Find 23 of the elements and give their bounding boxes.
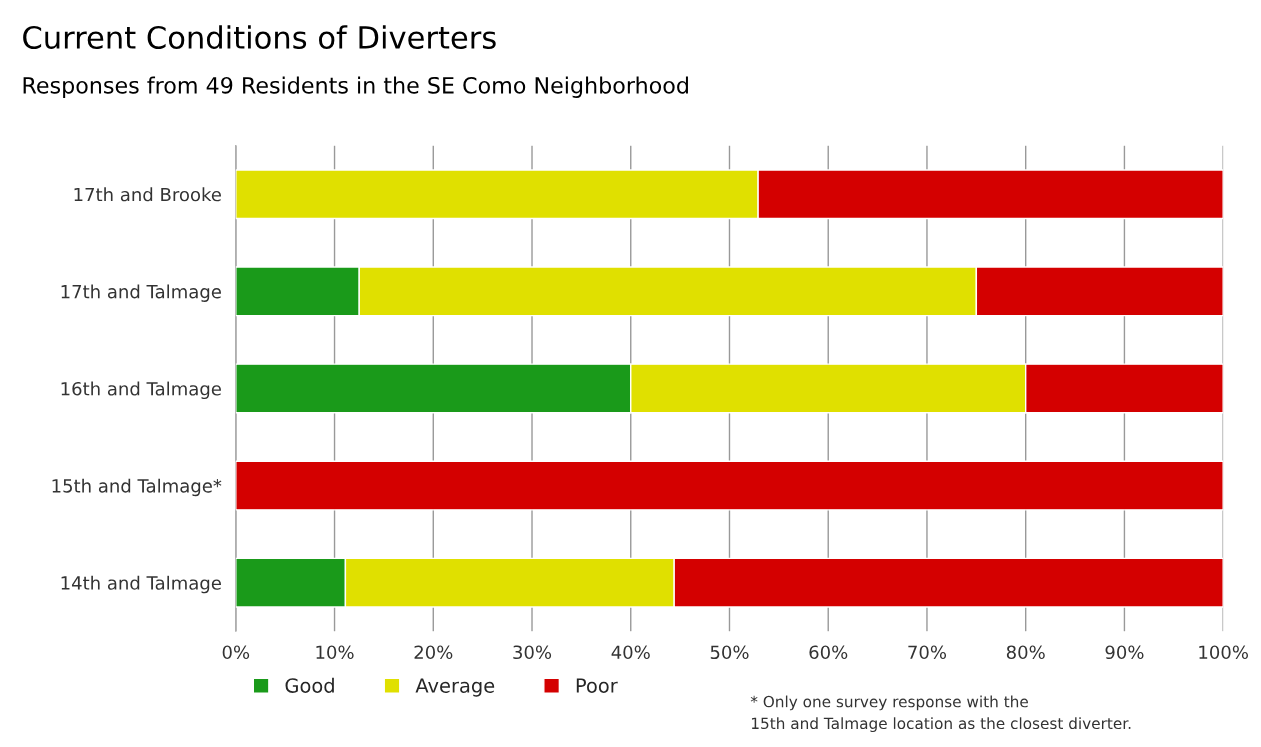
y-tick-label: 17th and Talmage xyxy=(61,284,221,302)
x-tick-label: 0% xyxy=(222,645,250,660)
legend-label: Average xyxy=(415,678,495,697)
x-tick-label: 30% xyxy=(513,645,552,660)
x-tick-label: 60% xyxy=(809,645,848,660)
x-tick-label: 40% xyxy=(611,645,650,660)
bar xyxy=(235,460,1224,511)
x-tick-label: 100% xyxy=(1199,645,1248,660)
y-tick-label: 14th and Talmage xyxy=(61,575,221,594)
text: * Only one survey response with the 15th and Talmage location as the closest diverter. xyxy=(750,695,1131,733)
y-tick-label: 15th and Talmage* xyxy=(52,478,222,497)
x-tick-label: 90% xyxy=(1105,645,1144,660)
x-tick-label: 70% xyxy=(908,645,947,660)
x-tick-label: 50% xyxy=(710,645,749,660)
x-tick-label: 20% xyxy=(414,645,453,660)
chart-subtitle: Responses from 49 Residents in the SE Como Neighborhood xyxy=(23,76,688,98)
legend-label: Good xyxy=(285,677,334,693)
y-tick-label: 17th and Brooke xyxy=(74,187,221,202)
x-tick-label: 10% xyxy=(316,645,354,660)
x-tick-label: 80% xyxy=(1006,645,1045,660)
legend-label: Poor xyxy=(576,678,618,693)
chart-title: Current Conditions of Diverters xyxy=(23,25,496,49)
y-tick-label: 16th and Talmage xyxy=(61,381,221,400)
